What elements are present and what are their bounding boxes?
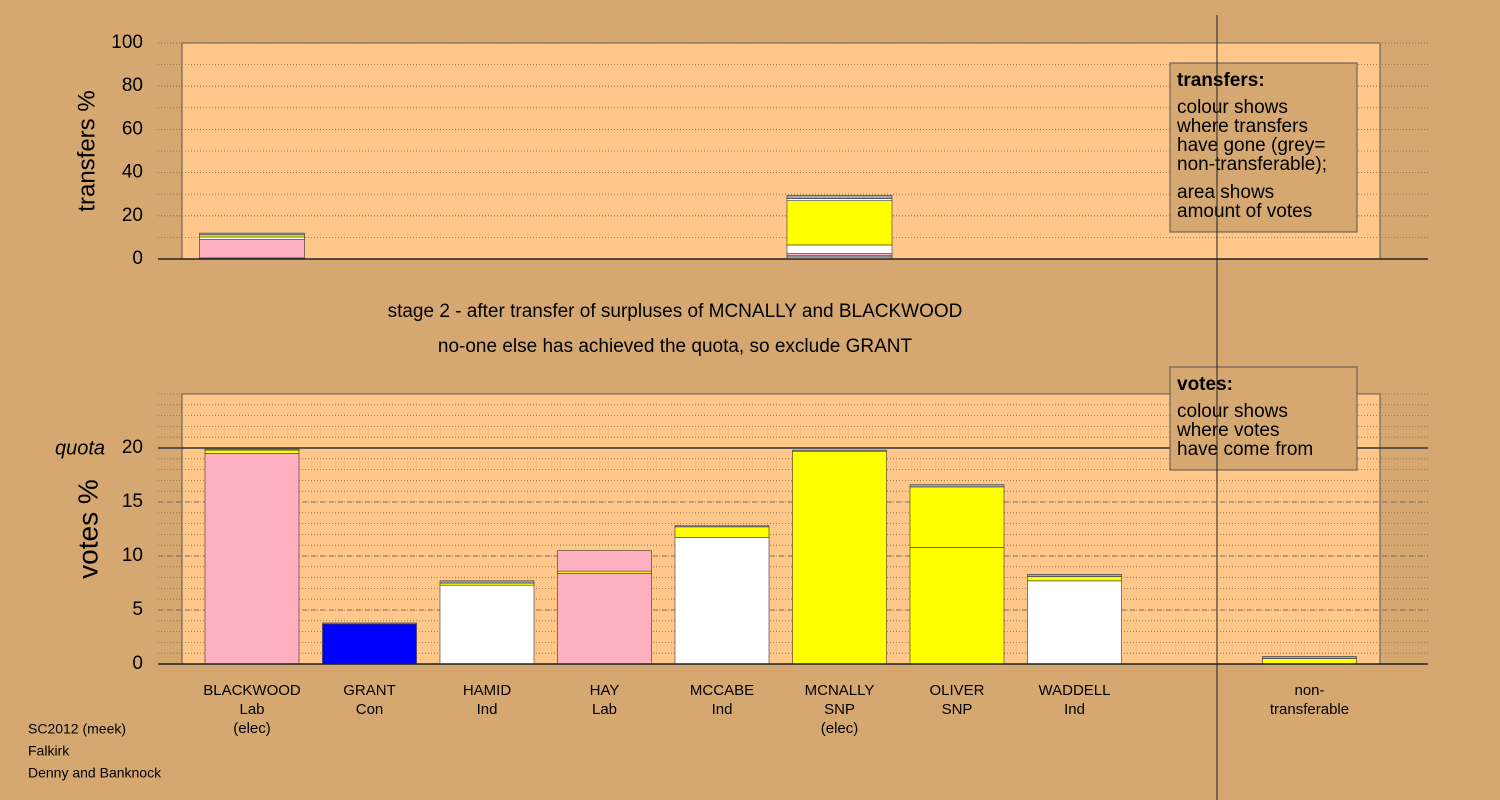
y-tick-label: 20: [122, 437, 143, 458]
bar-segment: [439, 582, 535, 586]
bar-segment: [1027, 576, 1122, 582]
bar-segment: [909, 486, 1005, 548]
footer-text: Denny and Banknock: [28, 765, 162, 781]
bar-segment: [204, 453, 300, 665]
y-tick-label: 100: [111, 32, 143, 53]
bar-segment: [199, 234, 305, 238]
legend-title: votes:: [1177, 374, 1233, 395]
bar-segment: [322, 622, 417, 625]
y-tick-label: 40: [122, 162, 143, 183]
bar-segment: [557, 572, 652, 665]
y-tick-label: 0: [132, 248, 143, 269]
x-tick-label: non-: [1294, 682, 1324, 699]
bar-segment: [1027, 580, 1122, 665]
bar-segment: [786, 200, 893, 246]
footer-text: SC2012 (meek): [28, 721, 126, 737]
bar-segment: [557, 570, 652, 574]
legend-title: transfers:: [1177, 70, 1265, 91]
bar-segment: [674, 537, 770, 665]
footer-text: Falkirk: [28, 743, 70, 759]
quota-label: quota: [55, 437, 105, 459]
x-tick-label: (elec): [821, 720, 859, 737]
bar-segment: [786, 194, 893, 199]
bar-segment: [1262, 658, 1357, 665]
x-tick-label: Ind: [477, 701, 498, 718]
legend-text: non-transferable);: [1177, 154, 1327, 175]
y-axis-label: transfers %: [73, 90, 100, 211]
y-tick-label: 0: [132, 653, 143, 674]
x-tick-label: (elec): [233, 720, 271, 737]
bar-segment: [1027, 574, 1122, 577]
bar-segment: [439, 584, 535, 665]
x-tick-label: Ind: [712, 701, 733, 718]
bar-segment: [204, 448, 300, 451]
bar-segment: [199, 236, 305, 240]
bar-segment: [786, 244, 893, 254]
y-tick-label: 60: [122, 118, 143, 139]
x-tick-label: HAMID: [463, 682, 512, 699]
y-tick-label: 5: [132, 599, 143, 620]
x-tick-label: MCCABE: [690, 682, 754, 699]
x-tick-label: BLACKWOOD: [203, 682, 301, 699]
bar-segment: [909, 484, 1005, 488]
legend-text: where votes: [1176, 420, 1279, 441]
bar-segment: [557, 550, 652, 572]
legend-text: where transfers: [1176, 116, 1308, 137]
bar-segment: [674, 526, 770, 538]
bar-segment: [439, 580, 535, 584]
bar-segment: [199, 232, 305, 236]
bar-segment: [674, 525, 770, 528]
x-tick-label: GRANT: [343, 682, 396, 699]
bar-segment: [322, 623, 417, 665]
y-tick-label: 15: [122, 491, 143, 512]
legend-text: colour shows: [1177, 401, 1288, 422]
x-tick-label: SNP: [942, 701, 973, 718]
x-tick-label: SNP: [824, 701, 855, 718]
y-tick-label: 80: [122, 75, 143, 96]
x-tick-label: Ind: [1064, 701, 1085, 718]
legend-text: amount of votes: [1177, 201, 1312, 222]
x-tick-label: WADDELL: [1039, 682, 1111, 699]
y-tick-label: 10: [122, 545, 143, 566]
bar-segment: [792, 450, 887, 665]
y-tick-label: 20: [122, 205, 143, 226]
legend-text: have come from: [1177, 439, 1313, 460]
chart-subtitle: no-one else has achieved the quota, so e…: [438, 336, 913, 357]
x-tick-label: Lab: [239, 701, 264, 718]
legend-text: have gone (grey=: [1177, 135, 1325, 156]
x-tick-label: HAY: [590, 682, 620, 699]
bar-segment: [199, 239, 305, 259]
legend-box: [1169, 62, 1358, 233]
x-tick-label: Con: [356, 701, 384, 718]
bar-segment: [1262, 656, 1357, 659]
x-tick-label: OLIVER: [929, 682, 984, 699]
chart-title: stage 2 - after transfer of surpluses of…: [388, 301, 963, 322]
legend-text: colour shows: [1177, 97, 1288, 118]
bar-segment: [909, 547, 1005, 665]
x-tick-label: Lab: [592, 701, 617, 718]
x-tick-label: transferable: [1270, 701, 1349, 718]
legend-text: area shows: [1177, 182, 1274, 203]
bar-segment: [786, 253, 893, 257]
legend-box: [1169, 366, 1358, 471]
bar-segment: [792, 449, 887, 452]
bar-segment: [204, 449, 300, 454]
bar-segment: [786, 198, 893, 201]
x-tick-label: MCNALLY: [805, 682, 875, 699]
y-axis-label: votes %: [72, 479, 103, 579]
